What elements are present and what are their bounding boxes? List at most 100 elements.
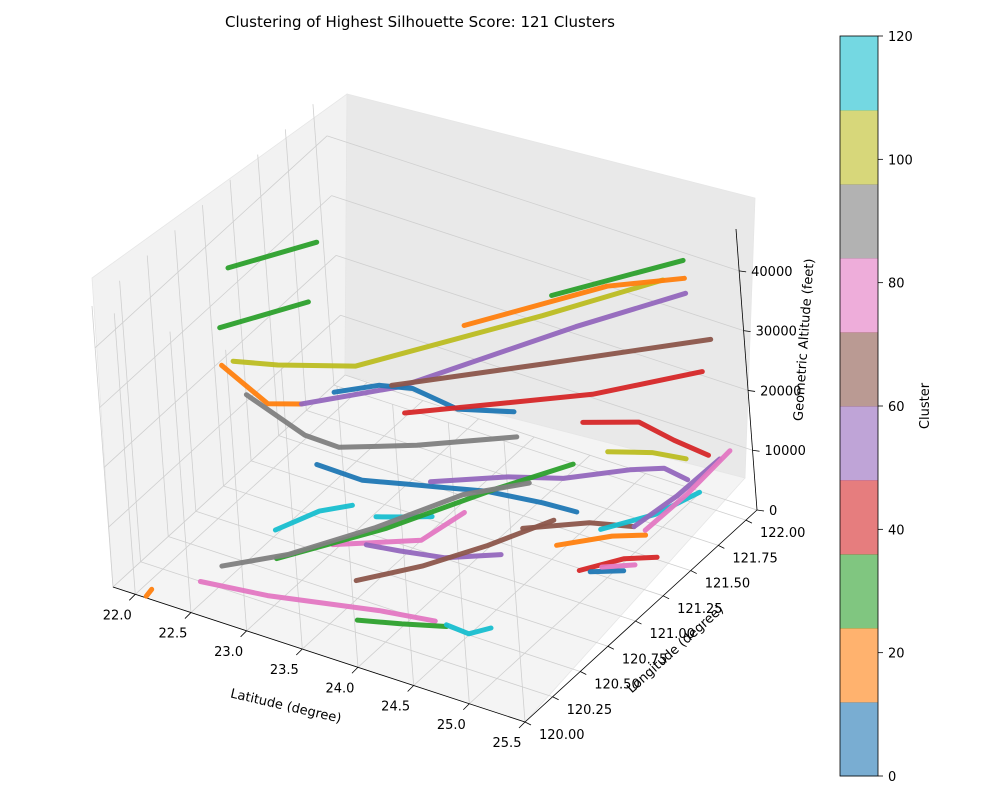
z-tick — [748, 390, 756, 392]
trajectory — [197, 579, 438, 624]
z-tick — [756, 509, 765, 512]
axes-3d: 22.0 22.5 23.0 23.5 24.0 24.5 25.0 25.5 120.00 1… — [91, 93, 818, 751]
gridline — [169, 331, 192, 613]
colorbar-band — [840, 406, 878, 481]
trajectory — [219, 480, 532, 569]
y-tick — [552, 696, 559, 701]
trajectory — [217, 299, 311, 331]
colorbar-band — [840, 110, 878, 185]
gridline — [195, 510, 608, 647]
colorbar-band — [840, 628, 878, 703]
x-tick — [518, 721, 526, 729]
gridline — [108, 314, 341, 528]
z-tick-label: 10000 — [765, 444, 806, 459]
trajectory — [631, 456, 723, 530]
z-tick-label: 40000 — [751, 265, 792, 280]
x-tick-label: 23.5 — [270, 663, 299, 678]
y-tick — [718, 544, 725, 549]
gridline — [113, 313, 136, 595]
y-axis-label: Longitude (degree) — [624, 602, 727, 696]
trajectory — [331, 382, 517, 415]
trajectory — [549, 257, 686, 298]
colorbar-band — [840, 258, 878, 333]
x-tick-label: 23.0 — [214, 645, 243, 660]
y-tick — [635, 620, 642, 625]
gridline — [335, 255, 749, 391]
x-tick — [184, 612, 192, 619]
gridline — [119, 280, 142, 562]
colorbar-band — [840, 554, 878, 629]
y-axis-ticks: 120.00 120.25 120.50 120.75 121.00 121.25 121.… — [524, 519, 806, 743]
y-tick-label: 120.00 — [539, 728, 585, 743]
chart-title: Clustering of Highest Silhouette Score: … — [225, 13, 615, 31]
y-tick-label: 120.25 — [567, 703, 613, 718]
trajectory — [298, 290, 689, 407]
y-tick — [580, 671, 587, 675]
gridline — [112, 374, 346, 588]
colorbar-bands — [840, 36, 878, 777]
x-tick-label: 25.0 — [437, 718, 466, 733]
trajectory — [330, 510, 467, 548]
y-tick-label: 120.50 — [594, 678, 640, 693]
x-tick — [407, 685, 414, 692]
trajectory — [428, 465, 691, 485]
z-tick — [752, 449, 760, 452]
trajectory — [580, 419, 711, 458]
trajectory — [225, 239, 320, 271]
x-tick-label: 22.0 — [103, 608, 132, 623]
trajectory — [389, 336, 714, 388]
gridline — [331, 195, 744, 332]
trajectory — [272, 502, 355, 533]
x-tick — [240, 630, 247, 638]
x-tick-label: 22.5 — [158, 627, 187, 642]
z-axis-line — [735, 228, 758, 511]
gridline — [202, 205, 224, 487]
y-tick-label: 121.75 — [732, 551, 778, 566]
trajectory — [353, 517, 557, 584]
colorbar: 0 20 40 60 80 100 120 Cluster — [839, 30, 933, 785]
trajectory — [605, 449, 689, 462]
colorbar-tick-label: 60 — [888, 400, 905, 415]
colorbar-label: Cluster — [918, 382, 933, 429]
x-tick-label: 24.5 — [381, 700, 410, 715]
gridline — [168, 536, 581, 672]
y-tick-label: 122.00 — [760, 526, 806, 541]
trajectory — [243, 392, 520, 450]
colorbar-tick-label: 120 — [888, 30, 913, 45]
trajectory — [314, 462, 580, 515]
x-tick — [296, 648, 303, 656]
trajectories — [143, 239, 733, 637]
colorbar-band — [840, 332, 878, 407]
trajectory — [443, 622, 494, 637]
z-tick-label: 0 — [769, 504, 777, 519]
y-tick-label: 121.50 — [705, 577, 751, 592]
y-tick — [524, 721, 532, 726]
z-axis-ticks: 0 10000 20000 30000 40000 — [739, 265, 806, 519]
colorbar-tick-label: 100 — [888, 153, 913, 168]
trajectory — [642, 448, 733, 533]
x-tick — [128, 594, 136, 601]
y-tick — [745, 519, 753, 524]
y-tick — [690, 570, 697, 574]
trajectory — [599, 562, 638, 570]
y-tick-label: 121.00 — [649, 627, 695, 642]
trajectory — [363, 542, 504, 561]
trajectory — [576, 554, 660, 573]
trajectory — [143, 586, 155, 599]
trajectory — [354, 617, 449, 629]
trajectory — [554, 532, 649, 548]
colorbar-band — [840, 480, 878, 555]
x-tick — [463, 703, 470, 711]
x-tick-label: 25.5 — [493, 736, 522, 751]
colorbar-tick-label: 80 — [888, 277, 905, 292]
colorbar-band — [840, 184, 878, 259]
colorbar-tick-label: 40 — [888, 523, 905, 538]
trajectory — [402, 369, 705, 416]
colorbar-band — [840, 36, 878, 111]
gridline — [340, 314, 753, 451]
x-axis-ticks: 22.0 22.5 23.0 23.5 24.0 24.5 25.0 25.5 — [103, 594, 526, 751]
x-tick-label: 24.0 — [325, 681, 354, 696]
colorbar-band — [840, 702, 878, 777]
trajectory — [219, 362, 304, 407]
